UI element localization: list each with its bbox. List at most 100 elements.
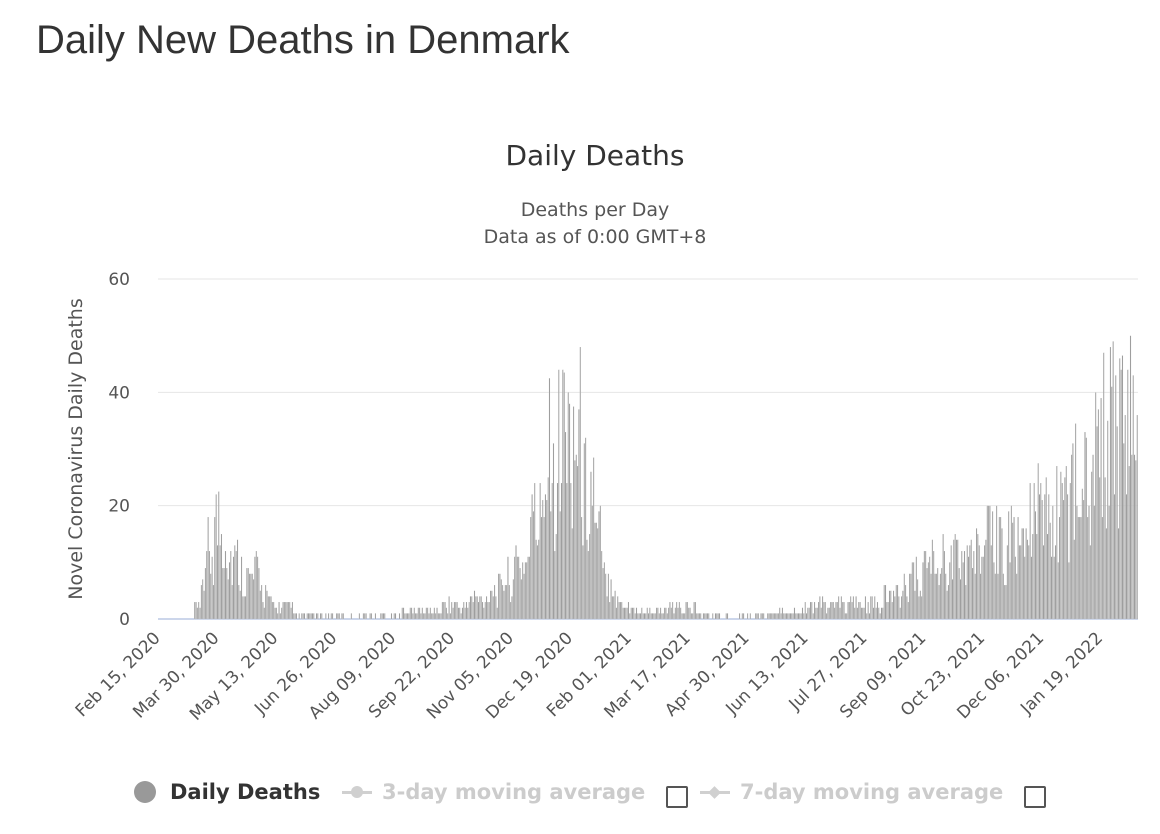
bar[interactable] — [239, 590, 241, 620]
bar[interactable] — [202, 579, 204, 620]
bar[interactable] — [935, 573, 938, 620]
bar[interactable] — [552, 443, 555, 620]
bar[interactable] — [476, 596, 478, 620]
bar[interactable] — [1004, 584, 1006, 620]
bar[interactable] — [1040, 482, 1042, 620]
bar[interactable] — [484, 601, 486, 620]
bar[interactable] — [488, 601, 490, 620]
bar[interactable] — [742, 613, 745, 620]
bar[interactable] — [850, 596, 852, 620]
bar[interactable] — [218, 491, 220, 620]
bar[interactable] — [872, 607, 875, 620]
bar[interactable] — [313, 613, 315, 620]
bar[interactable] — [1038, 494, 1041, 620]
bar[interactable] — [542, 499, 544, 620]
bar[interactable] — [591, 505, 593, 620]
bar[interactable] — [1079, 516, 1081, 620]
bar[interactable] — [757, 613, 759, 620]
bar[interactable] — [330, 613, 332, 620]
bar[interactable] — [977, 533, 979, 620]
bar[interactable] — [965, 584, 967, 620]
bar[interactable] — [293, 613, 295, 620]
bar[interactable] — [1109, 346, 1112, 620]
bar[interactable] — [668, 607, 670, 620]
bar[interactable] — [1099, 477, 1101, 620]
bar[interactable] — [895, 584, 897, 620]
bar[interactable] — [469, 596, 472, 620]
bar[interactable] — [689, 607, 691, 620]
bar[interactable] — [947, 584, 950, 620]
bar[interactable] — [682, 613, 684, 620]
bar[interactable] — [779, 607, 781, 620]
bar[interactable] — [773, 613, 776, 620]
bar[interactable] — [627, 601, 630, 620]
bar[interactable] — [708, 613, 710, 620]
bar[interactable] — [898, 596, 900, 620]
bar[interactable] — [694, 601, 697, 620]
bar[interactable] — [894, 596, 896, 620]
bar[interactable] — [904, 584, 907, 620]
bar[interactable] — [883, 584, 885, 620]
bar[interactable] — [493, 584, 496, 620]
bar[interactable] — [252, 579, 255, 620]
bar[interactable] — [1009, 562, 1011, 620]
bar[interactable] — [566, 482, 568, 620]
bar[interactable] — [475, 596, 477, 620]
bar[interactable] — [821, 596, 824, 620]
bar[interactable] — [432, 613, 434, 620]
bar[interactable] — [265, 584, 267, 620]
bar[interactable] — [933, 550, 935, 620]
bar[interactable] — [338, 613, 340, 620]
bar[interactable] — [1108, 505, 1110, 620]
bar[interactable] — [443, 601, 445, 620]
bar[interactable] — [704, 613, 706, 620]
bar[interactable] — [799, 613, 801, 620]
bar[interactable] — [1026, 539, 1029, 620]
bar[interactable] — [864, 596, 867, 620]
bar[interactable] — [776, 613, 778, 620]
bar[interactable] — [812, 613, 814, 620]
bar[interactable] — [618, 601, 620, 620]
bar[interactable] — [941, 567, 943, 620]
bar[interactable] — [646, 607, 648, 620]
bar[interactable] — [1077, 516, 1079, 620]
bar[interactable] — [879, 613, 881, 620]
bar[interactable] — [412, 613, 414, 620]
bar[interactable] — [370, 613, 373, 620]
bar[interactable] — [1069, 482, 1071, 620]
bar[interactable] — [791, 613, 793, 620]
bar[interactable] — [619, 601, 622, 620]
bar[interactable] — [1124, 414, 1126, 620]
bar[interactable] — [242, 596, 244, 620]
bar[interactable] — [570, 482, 572, 620]
bar[interactable] — [390, 613, 393, 620]
bar[interactable] — [208, 550, 211, 620]
bar[interactable] — [1018, 545, 1021, 620]
bar[interactable] — [418, 607, 421, 620]
bar[interactable] — [1042, 545, 1045, 620]
bar[interactable] — [439, 613, 441, 620]
bar[interactable] — [1046, 533, 1049, 620]
bar[interactable] — [255, 550, 257, 620]
bar[interactable] — [507, 556, 509, 620]
bar[interactable] — [508, 584, 510, 620]
bar[interactable] — [405, 613, 407, 620]
bar[interactable] — [760, 613, 762, 620]
bar[interactable] — [1008, 511, 1010, 620]
bar[interactable] — [606, 596, 608, 620]
bar[interactable] — [564, 431, 567, 620]
bar[interactable] — [866, 613, 868, 620]
bar[interactable] — [870, 596, 872, 620]
bar[interactable] — [243, 596, 245, 620]
bar[interactable] — [990, 545, 992, 620]
bar[interactable] — [362, 613, 365, 620]
bar[interactable] — [447, 613, 449, 620]
bar[interactable] — [585, 437, 587, 620]
bar[interactable] — [384, 613, 386, 620]
bar[interactable] — [959, 579, 962, 620]
bar[interactable] — [738, 613, 741, 620]
bar[interactable] — [800, 613, 802, 620]
bar[interactable] — [567, 392, 569, 620]
bar[interactable] — [1016, 573, 1018, 620]
bar[interactable] — [830, 601, 832, 620]
